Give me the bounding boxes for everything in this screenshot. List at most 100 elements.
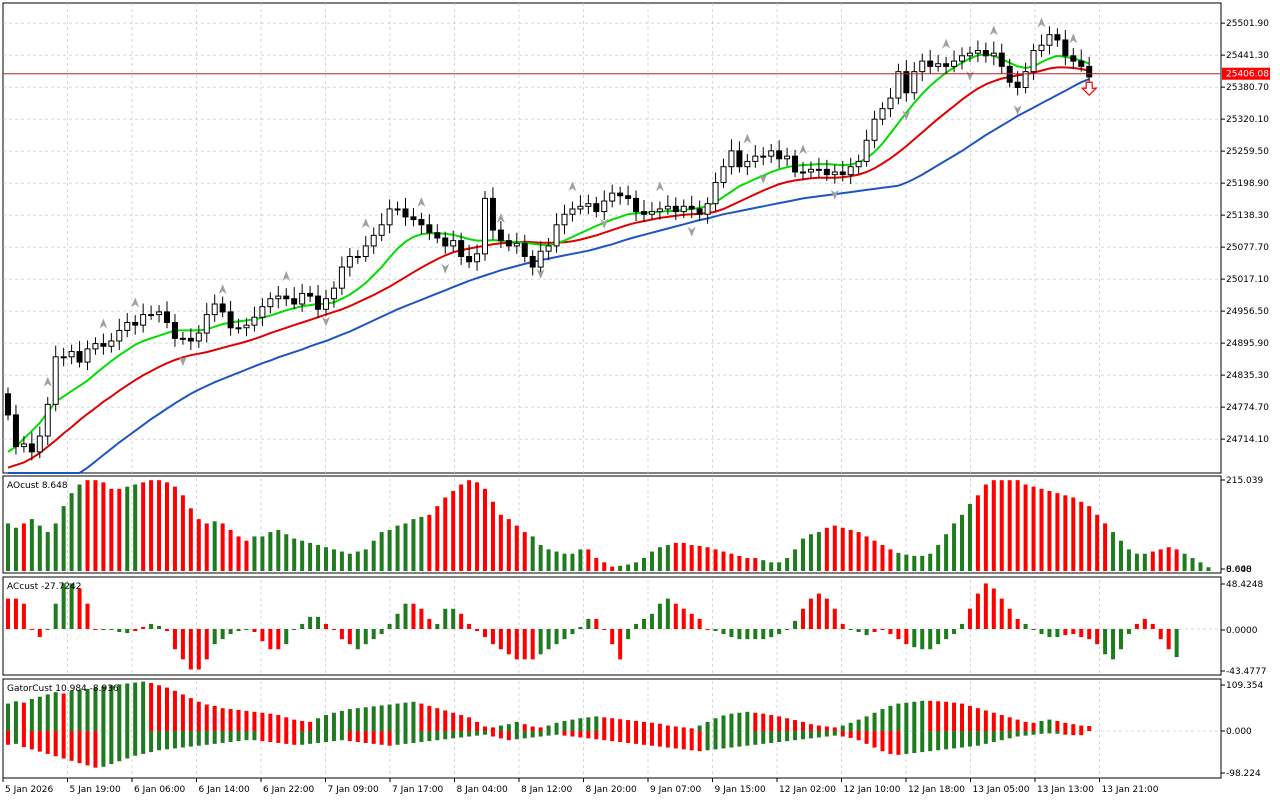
ac-bar bbox=[355, 629, 360, 650]
ac-bar bbox=[912, 629, 917, 648]
candle-body bbox=[84, 348, 91, 363]
candle-body bbox=[521, 242, 528, 257]
ac-bar bbox=[761, 629, 766, 640]
ao-bar bbox=[816, 532, 821, 571]
ao-bar bbox=[530, 536, 535, 571]
ac-bar bbox=[991, 588, 996, 630]
candle-body bbox=[370, 234, 377, 247]
ao-bar bbox=[840, 527, 845, 571]
gator-upper-bar bbox=[1015, 719, 1020, 732]
ac-bar bbox=[530, 629, 535, 660]
ao-bar bbox=[180, 495, 185, 571]
candle-body bbox=[219, 303, 226, 313]
gator-upper-bar bbox=[1047, 719, 1052, 732]
gator-upper-bar bbox=[697, 725, 702, 732]
gator-upper-bar bbox=[157, 685, 162, 732]
ao-tick-label: 0.000 bbox=[1226, 565, 1252, 575]
candle-body bbox=[569, 208, 576, 215]
ac-bar bbox=[467, 623, 472, 630]
gator-lower-bar bbox=[363, 731, 368, 743]
time-tick-label: 8 Jan 12:00 bbox=[521, 785, 573, 795]
gator-upper-bar bbox=[300, 720, 305, 732]
candle-body bbox=[895, 71, 902, 99]
gator-tick-label: 109.354 bbox=[1226, 681, 1263, 691]
gator-lower-bar bbox=[944, 731, 949, 750]
gator-lower-bar bbox=[610, 731, 615, 742]
gator-lower-bar bbox=[188, 731, 193, 747]
ao-bar bbox=[165, 482, 169, 571]
ac-pane[interactable]: 48.4248 0.0000 -43.4777 ACcust -27.7242 bbox=[2, 576, 1266, 677]
ao-bar bbox=[649, 551, 654, 571]
gator-lower-bar bbox=[586, 731, 591, 739]
ac-bar bbox=[729, 629, 734, 638]
ao-bar bbox=[411, 519, 416, 571]
candle-body bbox=[553, 224, 560, 247]
gator-upper-bar bbox=[204, 704, 209, 732]
ac-bar bbox=[419, 608, 424, 630]
gator-upper-bar bbox=[626, 720, 631, 732]
ac-bar bbox=[85, 603, 90, 630]
ao-bar bbox=[689, 545, 694, 571]
gator-lower-bar bbox=[1047, 731, 1052, 734]
candle-body bbox=[259, 306, 266, 318]
ao-bar bbox=[308, 542, 313, 571]
ac-bar bbox=[53, 603, 58, 630]
time-tick-label: 5 Jan 2026 bbox=[5, 785, 53, 795]
gator-lower-bar bbox=[125, 731, 130, 759]
ao-bar bbox=[737, 555, 742, 571]
gator-upper-bar bbox=[284, 717, 289, 732]
gator-lower-bar bbox=[21, 731, 26, 748]
gator-lower-bar bbox=[888, 731, 893, 754]
candle-body bbox=[760, 155, 767, 158]
ac-bar bbox=[705, 629, 710, 631]
ac-tick-label: 48.4248 bbox=[1226, 580, 1263, 590]
gator-lower-bar bbox=[212, 731, 217, 744]
gator-lower-bar bbox=[53, 731, 58, 757]
candle-body bbox=[394, 208, 401, 211]
ac-bar bbox=[101, 629, 106, 631]
ac-bar bbox=[928, 629, 933, 650]
gator-upper-bar bbox=[475, 721, 480, 732]
gator-lower-bar bbox=[165, 731, 169, 750]
ao-bar bbox=[1055, 493, 1060, 571]
gator-lower-bar bbox=[936, 731, 941, 751]
gator-lower-bar bbox=[276, 731, 281, 743]
time-tick-label: 13 Jan 21:00 bbox=[1102, 785, 1159, 795]
candle-body bbox=[346, 255, 353, 268]
ao-bar bbox=[331, 549, 336, 571]
gator-lower-bar bbox=[284, 731, 289, 744]
price-pane[interactable]: 25406.08 25501.90 25441.30 25380.70 25320.1… bbox=[2, 2, 1270, 474]
ao-bar bbox=[387, 529, 392, 571]
gator-upper-bar bbox=[69, 690, 74, 732]
ao-bar bbox=[467, 480, 472, 571]
candle-body bbox=[847, 166, 854, 176]
gator-upper-bar bbox=[292, 719, 297, 732]
ac-bar bbox=[793, 620, 798, 630]
ac-bar bbox=[300, 623, 305, 630]
ao-bar bbox=[1071, 497, 1076, 571]
ao-bar bbox=[665, 545, 670, 571]
candle-body bbox=[601, 200, 608, 213]
gator-lower-bar bbox=[387, 731, 392, 746]
gator-upper-bar bbox=[467, 717, 472, 732]
gator-lower-bar bbox=[578, 731, 583, 738]
gator-upper-bar bbox=[681, 727, 686, 732]
gator-pane[interactable]: 109.354 0.000 -98.224 GatorCust 10.984 -8.… bbox=[2, 678, 1263, 779]
ao-bar bbox=[117, 488, 122, 571]
gator-lower-bar bbox=[967, 731, 972, 747]
fractal-up-marker bbox=[496, 212, 505, 223]
gator-upper-bar bbox=[808, 724, 813, 732]
ac-bar bbox=[149, 623, 154, 630]
gator-lower-bar bbox=[451, 731, 456, 739]
candle-body bbox=[354, 255, 361, 258]
gator-lower-bar bbox=[459, 731, 464, 738]
candle-body bbox=[156, 311, 163, 316]
candle-body bbox=[736, 150, 743, 168]
ao-bar bbox=[1206, 567, 1211, 571]
ac-bar bbox=[1071, 629, 1076, 635]
gator-lower-bar bbox=[109, 731, 114, 764]
ac-bar bbox=[1103, 629, 1108, 655]
